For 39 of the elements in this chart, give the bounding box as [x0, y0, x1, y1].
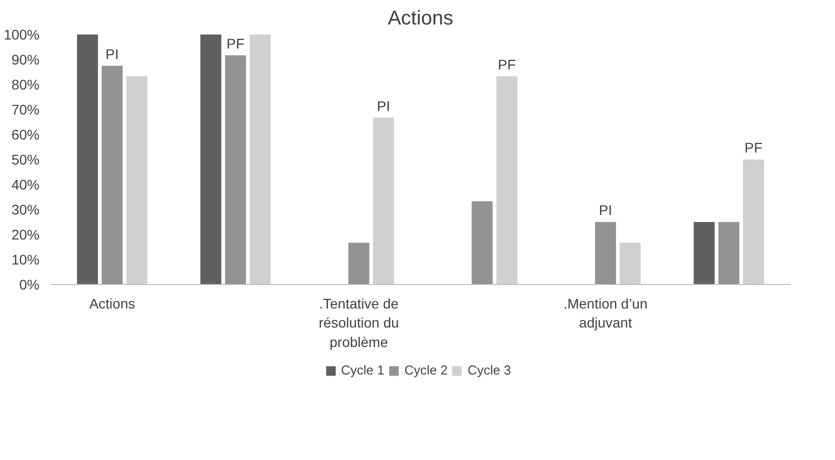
chart-title: Actions — [388, 8, 454, 30]
annotation: PI — [106, 46, 119, 62]
bar — [743, 160, 764, 284]
annotation: PI — [376, 98, 390, 114]
bar — [472, 201, 493, 284]
y-tick-label: 20% — [11, 226, 40, 242]
bar — [620, 242, 641, 284]
x-tick-label: .Tentative de résolution du problème — [318, 296, 399, 350]
bar — [225, 55, 246, 284]
bar — [694, 222, 715, 284]
bar — [595, 222, 616, 284]
bar — [102, 66, 123, 284]
annotation: PF — [498, 56, 516, 72]
x-tick-label: Actions — [89, 296, 136, 312]
y-tick-label: 60% — [11, 126, 40, 142]
y-tick-label: 50% — [11, 152, 40, 168]
y-tick-label: 70% — [11, 102, 40, 118]
y-tick-label: 30% — [11, 202, 40, 218]
y-tick-label: 90% — [11, 52, 40, 68]
x-tick-label: .Mention d’un adjuvant — [563, 296, 648, 331]
legend-label: Cycle 1 — [340, 362, 384, 378]
bar — [718, 222, 740, 284]
bar — [77, 34, 98, 284]
y-tick-label: 0% — [19, 276, 40, 292]
bar — [250, 34, 271, 284]
bar — [373, 118, 394, 284]
legend-label: Cycle 2 — [404, 362, 448, 378]
y-tick-label: 40% — [11, 176, 40, 192]
y-tick-label: 10% — [11, 252, 40, 268]
annotation: PF — [744, 140, 762, 156]
bar — [348, 242, 370, 284]
legend-label: Cycle 3 — [468, 362, 512, 378]
y-tick-label: 80% — [11, 76, 40, 92]
annotation: PI — [598, 202, 612, 218]
annotation: PF — [226, 35, 244, 52]
bar — [126, 76, 148, 284]
bar — [496, 76, 518, 284]
bar — [200, 34, 222, 284]
y-tick-label: 100% — [4, 26, 40, 42]
